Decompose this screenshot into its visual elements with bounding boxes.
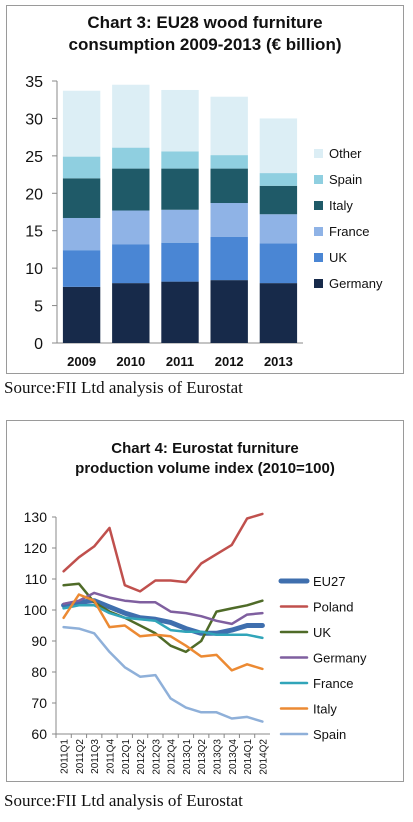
chart-4-plot: 60 70 80 90 100 110 120 130 2011Q1 2011Q2 2011Q3 20…: [24, 509, 367, 775]
y-tick-label: 10: [25, 261, 43, 278]
bar-segment-italy: [161, 168, 199, 210]
bar-segment-uk: [161, 242, 199, 282]
bar-segment-spain: [161, 151, 199, 169]
legend-label-france: France: [313, 676, 353, 691]
chart-3-source-note: Source:FII Ltd analysis of Eurostat: [4, 378, 243, 397]
y-tick-label: 110: [25, 571, 48, 587]
y-tick-label: 70: [31, 695, 47, 711]
legend-label-uk: UK: [313, 625, 331, 640]
legend-label-uk: UK: [329, 250, 347, 265]
x-tick-label: 2013: [264, 354, 293, 369]
bar-segment-germany: [62, 286, 101, 343]
legend-swatch-italy: [314, 201, 323, 210]
bar-segment-other: [161, 89, 199, 152]
legend-label-germany: Germany: [329, 276, 383, 291]
y-tick-label: 120: [24, 540, 48, 556]
y-tick-label: 80: [31, 664, 47, 680]
legend-swatch-germany: [314, 279, 323, 288]
x-tick-label: 2011: [166, 354, 194, 369]
legend-label-france: France: [329, 224, 369, 239]
chart-4-panel: Chart 4: Eurostat furniture production v…: [6, 420, 404, 782]
bar-segment-france: [161, 209, 199, 243]
x-tick-label: 2011Q1: [60, 739, 71, 774]
series-line-italy: [62, 593, 264, 672]
y-tick-label: 0: [34, 336, 43, 353]
bar-segment-italy: [62, 178, 101, 218]
bar-segment-germany: [161, 281, 199, 343]
legend-label-italy: Italy: [329, 198, 353, 213]
legend-swatch-uk: [314, 253, 323, 262]
bar-segment-germany: [259, 283, 298, 343]
bar-segment-germany: [112, 283, 150, 343]
chart-3-title-line-2: consumption 2009-2013 (€ billion): [68, 35, 342, 54]
bar-segment-other: [259, 118, 298, 174]
legend-label-eu27: EU27: [313, 574, 346, 589]
series-line-germany: [62, 591, 264, 626]
x-tick-label: 2011Q4: [106, 739, 117, 774]
bar-segment-uk: [112, 244, 150, 284]
x-tick-label: 2011Q2: [75, 739, 86, 774]
chart-3-panel: Chart 3: EU28 wood furniture consumption…: [6, 5, 404, 374]
bar-segment-france: [210, 203, 248, 237]
bar-segment-other: [210, 96, 248, 156]
bar-segment-france: [259, 214, 298, 244]
x-tick-label: 2012Q3: [151, 739, 162, 775]
bar-segment-italy: [210, 168, 248, 204]
y-tick-label: 20: [25, 186, 43, 203]
x-tick-label: 2014Q2: [258, 739, 269, 775]
y-tick-label: 30: [25, 111, 43, 128]
bar-segment-italy: [259, 185, 298, 215]
x-tick-label: 2012: [215, 354, 244, 369]
bar-segment-spain: [259, 173, 298, 186]
y-tick-label: 35: [25, 74, 43, 91]
bar-segment-other: [62, 90, 101, 157]
bar-segment-france: [112, 210, 150, 245]
legend-label-germany: Germany: [313, 651, 367, 666]
bar-segment-spain: [112, 147, 150, 169]
x-tick-label: 2009: [67, 354, 96, 369]
x-tick-label: 2014Q1: [243, 739, 254, 775]
bar-segment-other: [112, 84, 150, 148]
legend-swatch-other: [314, 149, 323, 158]
x-tick-label: 2012Q2: [136, 739, 147, 775]
bar-segment-uk: [210, 236, 248, 281]
y-tick-label: 60: [31, 726, 47, 742]
y-tick-label: 25: [25, 149, 43, 166]
chart-4-title-line-1: Chart 4: Eurostat furniture: [111, 440, 299, 457]
bar-segment-spain: [210, 155, 248, 169]
bar-segment-italy: [112, 168, 150, 211]
y-tick-label: 5: [34, 299, 43, 316]
bar-segment-germany: [210, 280, 248, 343]
x-tick-label: 2013Q2: [197, 739, 208, 775]
legend-swatch-spain: [314, 175, 323, 184]
x-tick-label: 2013Q3: [213, 739, 224, 775]
bar-segment-uk: [259, 243, 298, 284]
bar-segment-uk: [62, 250, 101, 287]
chart-3-title-line-1: Chart 3: EU28 wood furniture: [87, 13, 323, 32]
series-line-poland: [62, 512, 264, 593]
series-line-spain: [62, 625, 264, 723]
y-tick-label: 90: [31, 633, 47, 649]
legend-label-poland: Poland: [313, 600, 353, 615]
bar-segment-spain: [62, 156, 101, 179]
legend-label-spain: Spain: [313, 727, 346, 742]
x-tick-label: 2013Q4: [228, 739, 239, 775]
y-tick-label: 15: [25, 224, 43, 241]
legend-swatch-france: [314, 227, 323, 236]
legend-label-spain: Spain: [329, 172, 362, 187]
bar-segment-france: [62, 217, 101, 251]
chart-4-title-line-2: production volume index (2010=100): [75, 460, 335, 477]
x-tick-label: 2013Q1: [182, 739, 193, 775]
chart-3-plot: 0 5 10 15 20 25 30 35 2009 2010 2011 2012 2013 Other S…: [25, 74, 383, 369]
legend-label-other: Other: [329, 146, 362, 161]
x-tick-label: 2010: [116, 354, 145, 369]
x-tick-label: 2012Q1: [121, 739, 132, 775]
y-tick-label: 130: [24, 509, 48, 525]
chart-4-source-note: Source:FII Ltd analysis of Eurostat: [4, 791, 243, 810]
y-tick-label: 100: [24, 602, 48, 618]
series-line-eu27: [61, 598, 265, 636]
legend-label-italy: Italy: [313, 702, 337, 717]
x-tick-label: 2011Q3: [90, 739, 101, 774]
x-tick-label: 2012Q4: [167, 739, 178, 775]
